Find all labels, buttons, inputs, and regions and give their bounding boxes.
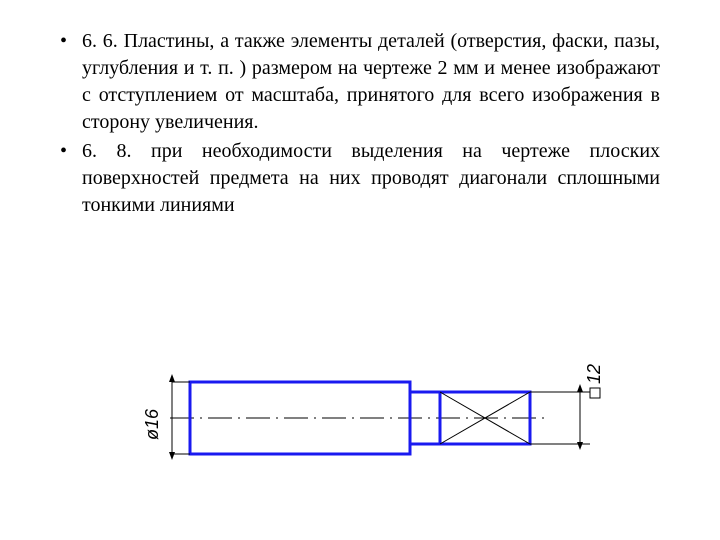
drawing-svg: ø16 12 [110, 330, 630, 510]
bullet-list: 6. 6. Пластины, а также элементы деталей… [60, 28, 660, 219]
bullet-text: Пластины, а также элементы деталей (отве… [82, 30, 660, 133]
bullet-number: 6. 8. [82, 140, 132, 162]
svg-text:ø16: ø16 [142, 408, 162, 440]
page: 6. 6. Пластины, а также элементы деталей… [0, 0, 720, 540]
technical-drawing: ø16 12 [110, 330, 630, 510]
bullet-item: 6. 8. при необходимости выделения на чер… [60, 138, 660, 219]
bullet-text: при необходимости выделения на чертеже п… [82, 140, 660, 216]
svg-text:12: 12 [584, 364, 604, 384]
bullet-item: 6. 6. Пластины, а также элементы деталей… [60, 28, 660, 136]
bullet-number: 6. 6. [82, 30, 118, 52]
